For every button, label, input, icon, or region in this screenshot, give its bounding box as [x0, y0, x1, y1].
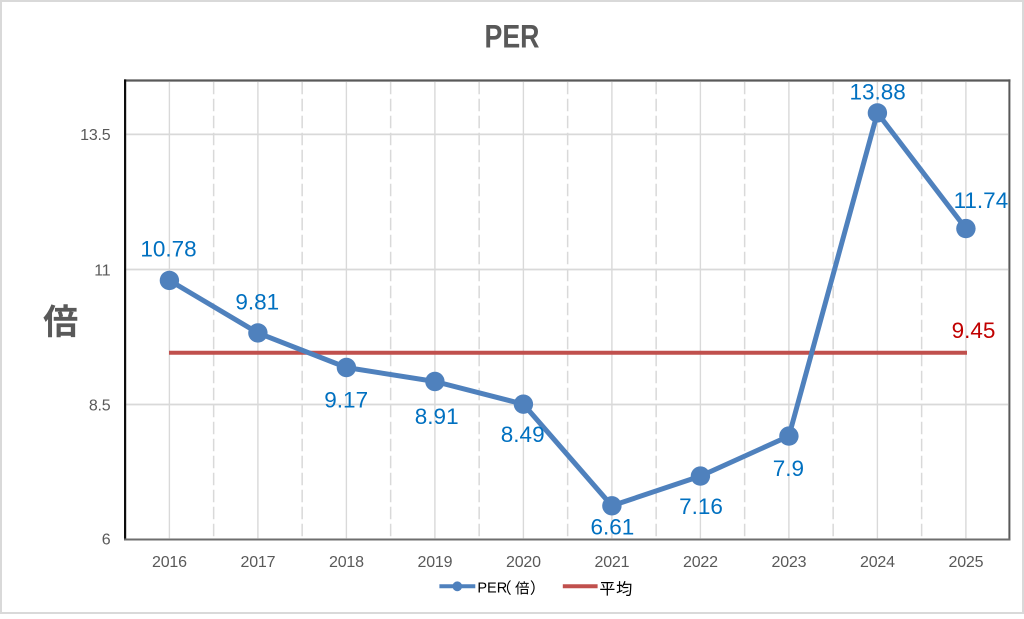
- svg-text:8.49: 8.49: [501, 422, 545, 447]
- svg-text:2023: 2023: [772, 554, 807, 571]
- svg-text:2020: 2020: [506, 554, 541, 571]
- svg-text:11: 11: [94, 262, 111, 279]
- svg-text:2016: 2016: [152, 554, 187, 571]
- svg-text:7.9: 7.9: [773, 456, 804, 481]
- svg-text:9.45: 9.45: [952, 318, 996, 343]
- svg-text:6: 6: [102, 532, 111, 549]
- svg-text:9.81: 9.81: [235, 289, 279, 314]
- svg-text:2022: 2022: [683, 554, 718, 571]
- svg-text:9.17: 9.17: [324, 388, 368, 413]
- svg-text:2024: 2024: [860, 554, 895, 571]
- svg-text:8.91: 8.91: [415, 404, 459, 429]
- svg-text:8.5: 8.5: [89, 397, 111, 414]
- svg-text:PER: PER: [477, 580, 507, 596]
- svg-text:7.16: 7.16: [679, 494, 723, 519]
- svg-text:2025: 2025: [949, 554, 984, 571]
- svg-text:2019: 2019: [418, 554, 453, 571]
- svg-text:6.61: 6.61: [591, 514, 635, 539]
- svg-text:10.78: 10.78: [140, 236, 196, 261]
- svg-text:2021: 2021: [595, 554, 630, 571]
- svg-text:PER: PER: [485, 19, 540, 55]
- svg-text:13.5: 13.5: [80, 127, 111, 144]
- svg-text:2018: 2018: [329, 554, 364, 571]
- svg-text:2017: 2017: [241, 554, 276, 571]
- svg-text:13.88: 13.88: [849, 80, 905, 105]
- svg-text:11.74: 11.74: [954, 188, 1009, 213]
